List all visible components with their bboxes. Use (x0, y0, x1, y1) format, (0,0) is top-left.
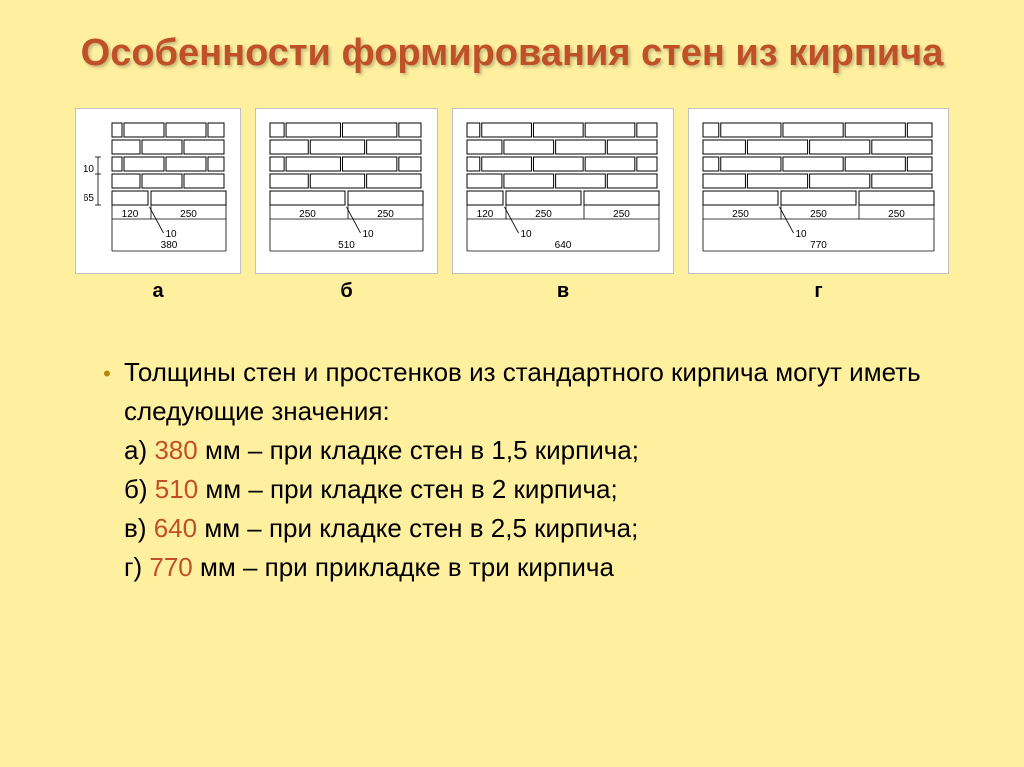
svg-text:250: 250 (299, 209, 316, 220)
line-prefix: в) (124, 513, 154, 543)
line-value: 510 (155, 474, 198, 504)
diagram-а: 106512025010380а (75, 108, 241, 303)
intro-row: • Толщины стен и простенков из стандартн… (90, 353, 984, 431)
diagram-panel: 25025025010770 (688, 108, 949, 274)
diagram-row: 106512025010380а25025010510б120250250106… (40, 108, 984, 303)
svg-text:250: 250 (613, 209, 630, 220)
bullet-icon: • (90, 357, 124, 390)
slide: Особенности формирования стен из кирпича… (0, 0, 1024, 767)
svg-text:250: 250 (535, 209, 552, 220)
page-title: Особенности формирования стен из кирпича (40, 30, 984, 78)
line-prefix: г) (124, 552, 149, 582)
diagram-panel: 106512025010380 (75, 108, 241, 274)
diagram-г: 25025025010770г (688, 108, 949, 303)
diagram-б: 25025010510б (255, 108, 438, 303)
svg-text:10: 10 (166, 229, 178, 240)
svg-text:250: 250 (810, 209, 827, 220)
line-suffix: мм – при кладке стен в 2,5 кирпича; (197, 513, 638, 543)
line-suffix: мм – при кладке стен в 1,5 кирпича; (198, 435, 639, 465)
value-line: б) 510 мм – при кладке стен в 2 кирпича; (124, 470, 984, 509)
value-line: а) 380 мм – при кладке стен в 1,5 кирпич… (124, 431, 984, 470)
line-value: 640 (154, 513, 197, 543)
diagram-letter: б (255, 280, 438, 303)
svg-text:380: 380 (161, 240, 178, 251)
line-suffix: мм – при кладке стен в 2 кирпича; (198, 474, 618, 504)
value-line: г) 770 мм – при прикладке в три кирпича (124, 548, 984, 587)
svg-text:65: 65 (84, 193, 94, 204)
svg-text:250: 250 (377, 209, 394, 220)
diagram-panel: 12025025010640 (452, 108, 674, 274)
intro-text: Толщины стен и простенков из стандартног… (124, 353, 984, 431)
line-value: 770 (149, 552, 192, 582)
svg-text:120: 120 (477, 209, 494, 220)
diagram-в: 12025025010640в (452, 108, 674, 303)
value-lines: а) 380 мм – при кладке стен в 1,5 кирпич… (90, 431, 984, 587)
svg-text:250: 250 (180, 209, 197, 220)
svg-text:640: 640 (555, 240, 572, 251)
svg-text:510: 510 (338, 240, 355, 251)
value-line: в) 640 мм – при кладке стен в 2,5 кирпич… (124, 509, 984, 548)
svg-text:10: 10 (521, 229, 533, 240)
svg-text:250: 250 (888, 209, 905, 220)
svg-text:120: 120 (122, 209, 139, 220)
diagram-letter: г (688, 280, 949, 303)
diagram-letter: а (75, 280, 241, 303)
svg-text:250: 250 (732, 209, 749, 220)
diagram-letter: в (452, 280, 674, 303)
line-prefix: а) (124, 435, 154, 465)
line-value: 380 (154, 435, 197, 465)
body-text: • Толщины стен и простенков из стандартн… (40, 353, 984, 587)
line-prefix: б) (124, 474, 155, 504)
svg-text:10: 10 (84, 164, 94, 175)
svg-text:10: 10 (796, 229, 808, 240)
line-suffix: мм – при прикладке в три кирпича (193, 552, 614, 582)
svg-text:10: 10 (363, 229, 375, 240)
diagram-panel: 25025010510 (255, 108, 438, 274)
svg-text:770: 770 (810, 240, 827, 251)
